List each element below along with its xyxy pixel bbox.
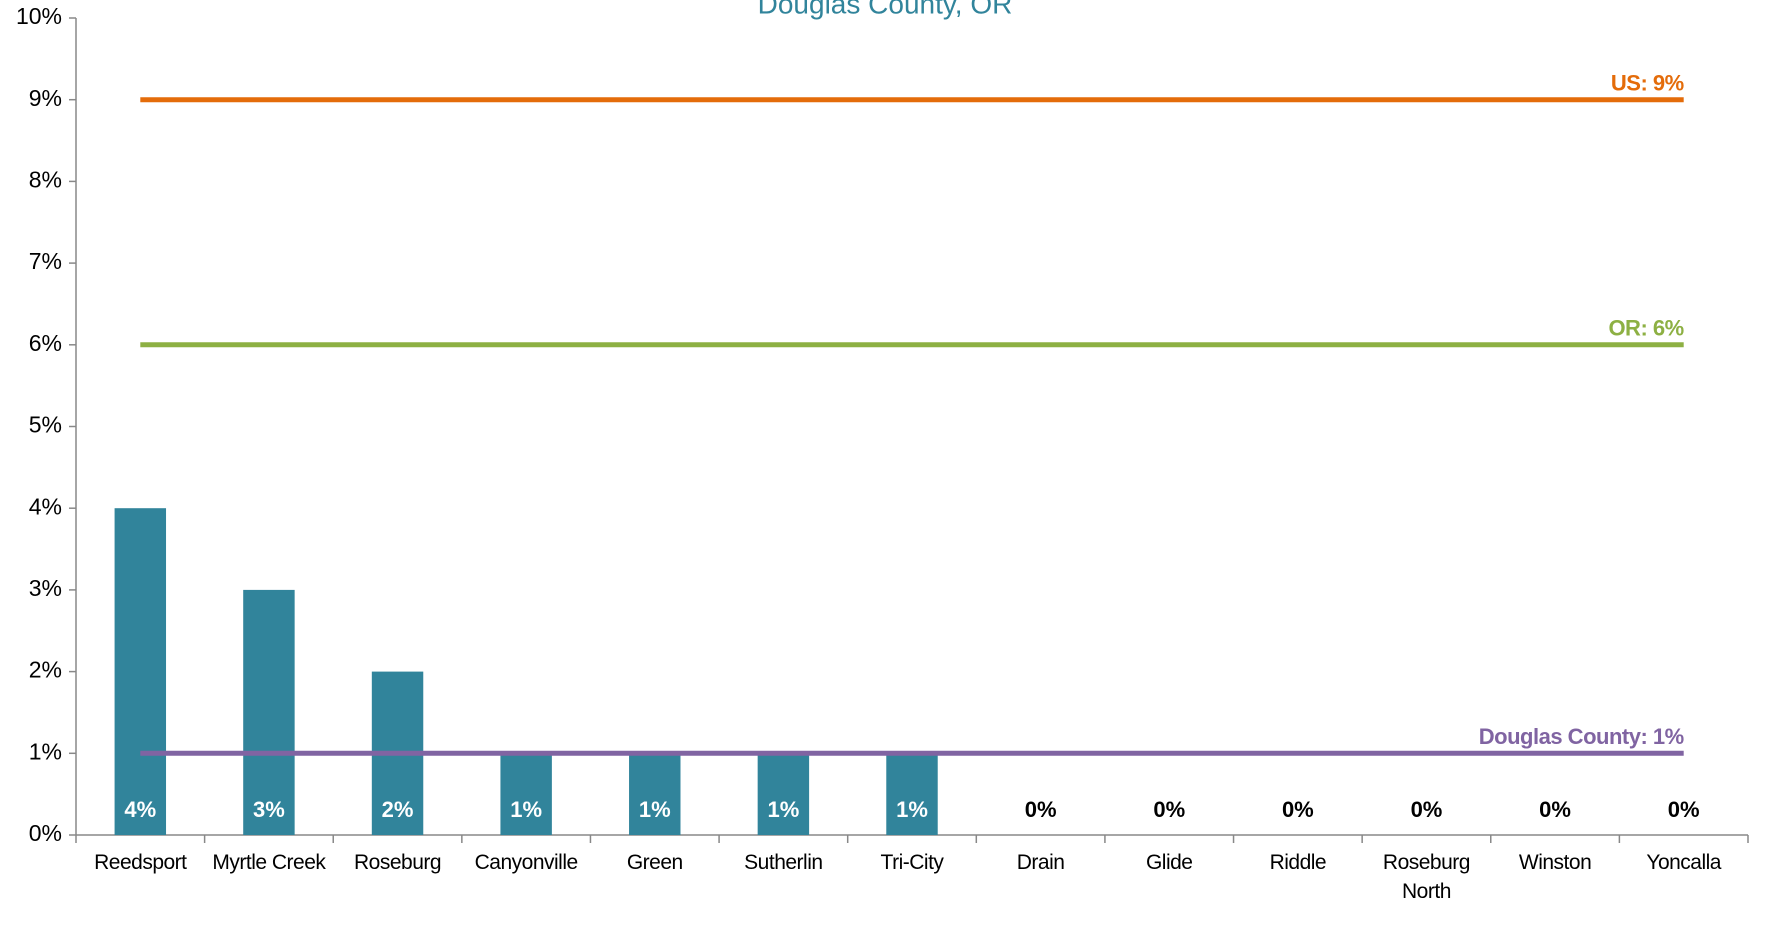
bar: [757, 753, 810, 835]
data-label: 0%: [1025, 797, 1057, 822]
x-tick-label: Drain: [1016, 851, 1065, 874]
bar: [886, 753, 938, 835]
reference-label: Douglas County: 1%: [1479, 724, 1684, 749]
data-label: 0%: [1411, 797, 1443, 822]
y-tick-label: 2%: [29, 657, 62, 683]
y-tick-label: 4%: [29, 493, 62, 519]
x-tick-label: Canyonville: [474, 851, 579, 874]
x-tick-label: Glide: [1145, 851, 1193, 874]
data-label: 1%: [639, 797, 671, 822]
x-tick-label: Winston: [1518, 851, 1592, 874]
data-label: 1%: [767, 797, 799, 822]
x-tick-label: Roseburg North: [1382, 851, 1471, 903]
x-tick-label: Reedsport: [94, 851, 187, 874]
y-tick-label: 9%: [29, 85, 62, 111]
y-tick-label: 3%: [29, 575, 62, 601]
x-tick-label: Sutherlin: [744, 851, 823, 874]
data-label: 2%: [382, 797, 414, 822]
x-tick-label: Green: [626, 851, 683, 874]
y-tick-label: 6%: [29, 330, 62, 356]
bar: [629, 753, 681, 835]
data-label: 0%: [1282, 797, 1314, 822]
y-tick-label: 8%: [29, 166, 62, 192]
reference-label: OR: 6%: [1608, 316, 1683, 341]
y-tick-label: 7%: [29, 248, 62, 274]
y-tick-label: 1%: [29, 738, 62, 764]
y-tick-label: 5%: [29, 412, 62, 438]
x-tick-label: Roseburg: [353, 851, 442, 874]
reference-label: US: 9%: [1611, 71, 1684, 96]
data-label: 0%: [1539, 797, 1571, 822]
data-label: 0%: [1153, 797, 1185, 822]
data-label: 1%: [896, 797, 928, 822]
data-label: 4%: [124, 797, 156, 822]
bar: [243, 589, 295, 835]
y-tick-label: 10%: [16, 3, 62, 29]
data-label: 1%: [510, 797, 542, 822]
y-tick-label: 0%: [29, 820, 62, 846]
x-tick-label: Myrtle Creek: [212, 851, 326, 874]
data-label: 0%: [1668, 797, 1700, 822]
x-tick-label: Yoncalla: [1646, 851, 1721, 874]
data-label: 3%: [253, 797, 285, 822]
x-tick-label: Tri-City: [880, 851, 944, 874]
bar: [114, 508, 167, 835]
chart-title: Douglas County, OR: [758, 0, 1013, 19]
x-tick-label: Riddle: [1269, 851, 1327, 874]
bar: [500, 753, 552, 835]
